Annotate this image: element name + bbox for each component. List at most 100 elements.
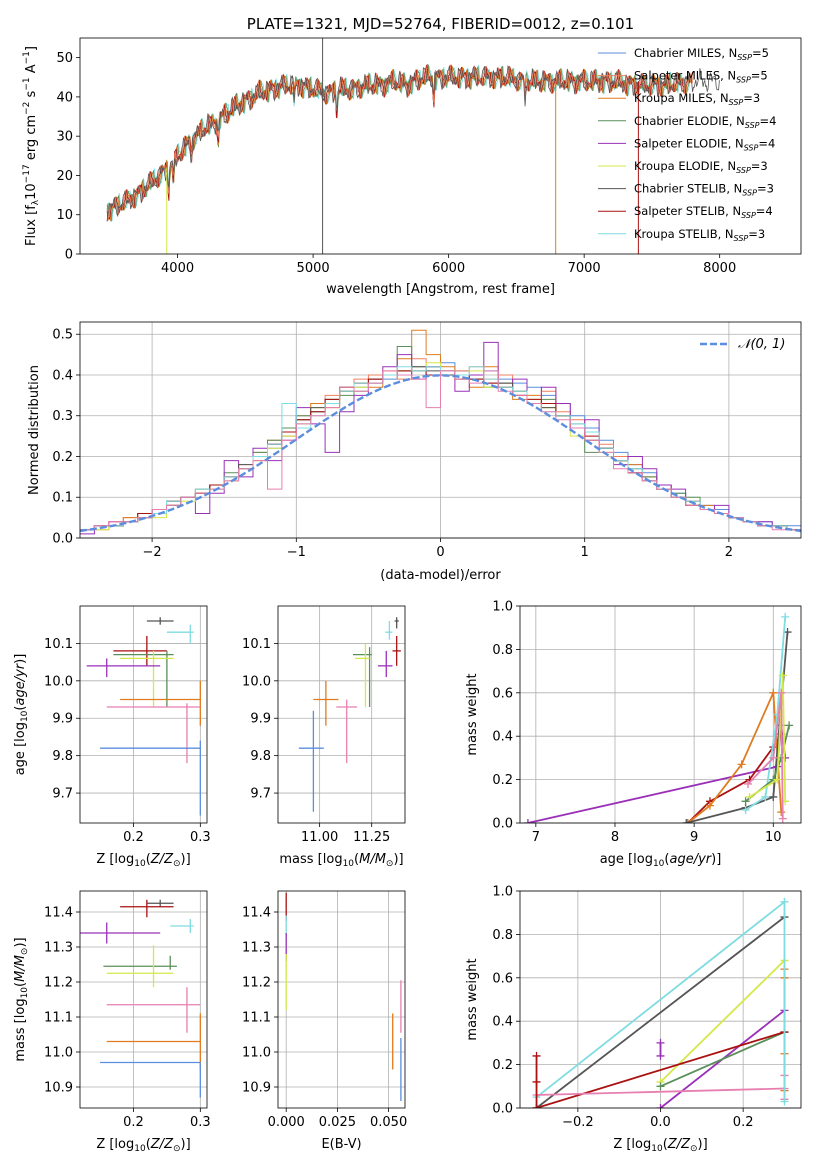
legend-entry: Chabrier MILES, NSSP=5 <box>634 46 769 62</box>
plus-marker <box>769 753 778 762</box>
x-tick-label: 0.050 <box>370 1115 407 1130</box>
legend-entry: Salpeter ELODIE, NSSP=4 <box>634 136 775 152</box>
plus-marker <box>741 797 750 806</box>
y-tick-label: 0.5 <box>52 328 73 343</box>
y-tick-label: 9.8 <box>250 749 271 764</box>
y-tick-label: 10.9 <box>44 1081 73 1096</box>
x-axis-label: wavelength [Angstrom, rest frame] <box>326 282 555 297</box>
axes-frame <box>277 890 406 1109</box>
axes-1: −2 −1 0 1 2 0.0 0.1 0.2 0.3 0.4 0.5 (data-model)/er… <box>27 321 802 583</box>
plus-marker <box>532 1104 541 1108</box>
y-tick-label: 11.0 <box>44 1046 73 1061</box>
legend-entry: Kroupa STELIB, NSSP=3 <box>634 227 765 243</box>
series-line <box>747 692 784 819</box>
axes-frame <box>519 890 802 1109</box>
axes-2: 0.2 0.3 9.7 9.8 9.9 10.0 10.1 Z [log10(Z/Z⊙)] ag… <box>13 605 211 869</box>
x-tick-label: 8000 <box>703 261 736 276</box>
plus-marker <box>785 721 794 730</box>
y-tick-label: 1.0 <box>492 600 513 615</box>
spectrum-line <box>106 64 693 221</box>
x-axis-label: age [log10(age/yr)] <box>600 852 722 869</box>
x-tick-label: 0.025 <box>319 1115 356 1130</box>
y-tick-label: 0.2 <box>492 1058 513 1073</box>
x-tick-label: 11.25 <box>353 830 390 845</box>
legend-entry: Salpeter STELIB, NSSP=4 <box>634 204 773 220</box>
y-tick-label: 0.8 <box>492 928 513 943</box>
x-tick-label: 10 <box>765 830 782 845</box>
y-tick-label: 0.8 <box>492 643 513 658</box>
normal-curve <box>80 374 801 533</box>
x-tick-label: 0 <box>436 545 444 560</box>
x-tick-label: −0.2 <box>562 1115 594 1130</box>
axes-0: 4000 5000 6000 7000 8000 0 10 20 30 40 50 wavelengt… <box>22 37 802 297</box>
y-tick-label: 10.1 <box>44 637 73 652</box>
y-tick-label: 11.1 <box>242 1011 271 1026</box>
x-tick-label: 0.0 <box>650 1115 671 1130</box>
axes-frame <box>277 605 406 824</box>
plus-marker <box>656 1082 665 1091</box>
y-tick-label: 0.2 <box>492 773 513 788</box>
y-tick-label: 9.7 <box>52 787 73 802</box>
series-line <box>660 1031 785 1088</box>
y-tick-label: 0.6 <box>492 971 513 986</box>
y-tick-label: 11.4 <box>44 906 73 921</box>
series-line <box>536 1087 785 1096</box>
y-tick-label: 9.8 <box>52 749 73 764</box>
x-tick-label: 0.2 <box>123 1115 144 1130</box>
y-tick-label: 0 <box>65 248 73 263</box>
series-line <box>659 959 786 1083</box>
x-tick-label: −2 <box>143 545 162 560</box>
y-tick-label: 9.7 <box>250 787 271 802</box>
plus-marker <box>741 805 750 814</box>
axes-frame <box>79 321 802 539</box>
plus-marker <box>780 897 789 906</box>
x-tick-label: 2 <box>725 545 733 560</box>
x-axis-label: Z [log10(Z/Z⊙)] <box>96 1137 190 1154</box>
y-axis-label: age [log10(age/yr)] <box>13 654 30 776</box>
legend-entry: Kroupa MILES, NSSP=3 <box>634 91 760 107</box>
x-tick-label: 6000 <box>432 261 465 276</box>
plus-marker <box>532 1077 541 1086</box>
y-tick-label: 0.0 <box>492 1102 513 1117</box>
y-tick-label: 0.4 <box>52 368 73 383</box>
plus-marker <box>682 819 691 823</box>
plus-marker <box>523 819 532 823</box>
x-tick-label: 4000 <box>161 261 194 276</box>
y-tick-label: 0.4 <box>492 730 513 745</box>
x-axis-label: Z [log10(Z/Z⊙)] <box>96 852 190 869</box>
plus-marker <box>769 688 778 697</box>
y-tick-label: 0.4 <box>492 1015 513 1030</box>
plus-marker <box>737 760 746 769</box>
x-tick-label: 0.2 <box>733 1115 754 1130</box>
spectrum-line <box>106 64 693 222</box>
plus-marker <box>656 1104 665 1108</box>
series-line <box>687 692 783 823</box>
y-tick-label: 11.0 <box>242 1046 271 1061</box>
series-line <box>749 675 787 802</box>
x-tick-label: 11.00 <box>301 830 338 845</box>
plus-marker <box>705 801 714 810</box>
x-tick-label: 0.3 <box>190 830 211 845</box>
x-axis-label: Z [log10(Z/Z⊙)] <box>613 1137 707 1154</box>
y-tick-label: 30 <box>56 130 73 145</box>
plus-marker <box>777 808 786 817</box>
plus-marker <box>773 775 782 784</box>
y-tick-label: 11.3 <box>242 941 271 956</box>
axes-7: −0.2 0.0 0.2 0.0 0.2 0.4 0.6 0.8 1.0 Z [log10(Z/Z… <box>465 885 802 1154</box>
y-tick-label: 0.6 <box>492 686 513 701</box>
y-tick-label: 10.0 <box>242 674 271 689</box>
y-tick-label: 0.0 <box>52 532 73 547</box>
legend-entry: Salpeter MILES, NSSP=5 <box>634 69 768 85</box>
x-tick-label: 0.3 <box>190 1115 211 1130</box>
plus-marker <box>532 1051 541 1060</box>
spectrum-line <box>106 65 720 222</box>
y-tick-label: 10.9 <box>242 1081 271 1096</box>
y-tick-label: 9.9 <box>52 712 73 727</box>
y-tick-label: 10.0 <box>44 674 73 689</box>
x-tick-label: 1 <box>581 545 589 560</box>
series-line <box>685 631 789 823</box>
axes-3: 11.00 11.25 9.7 9.8 9.9 10.0 10.1 mass [log10(M… <box>242 605 406 869</box>
plus-marker <box>683 819 692 823</box>
y-tick-label: 10 <box>56 208 73 223</box>
